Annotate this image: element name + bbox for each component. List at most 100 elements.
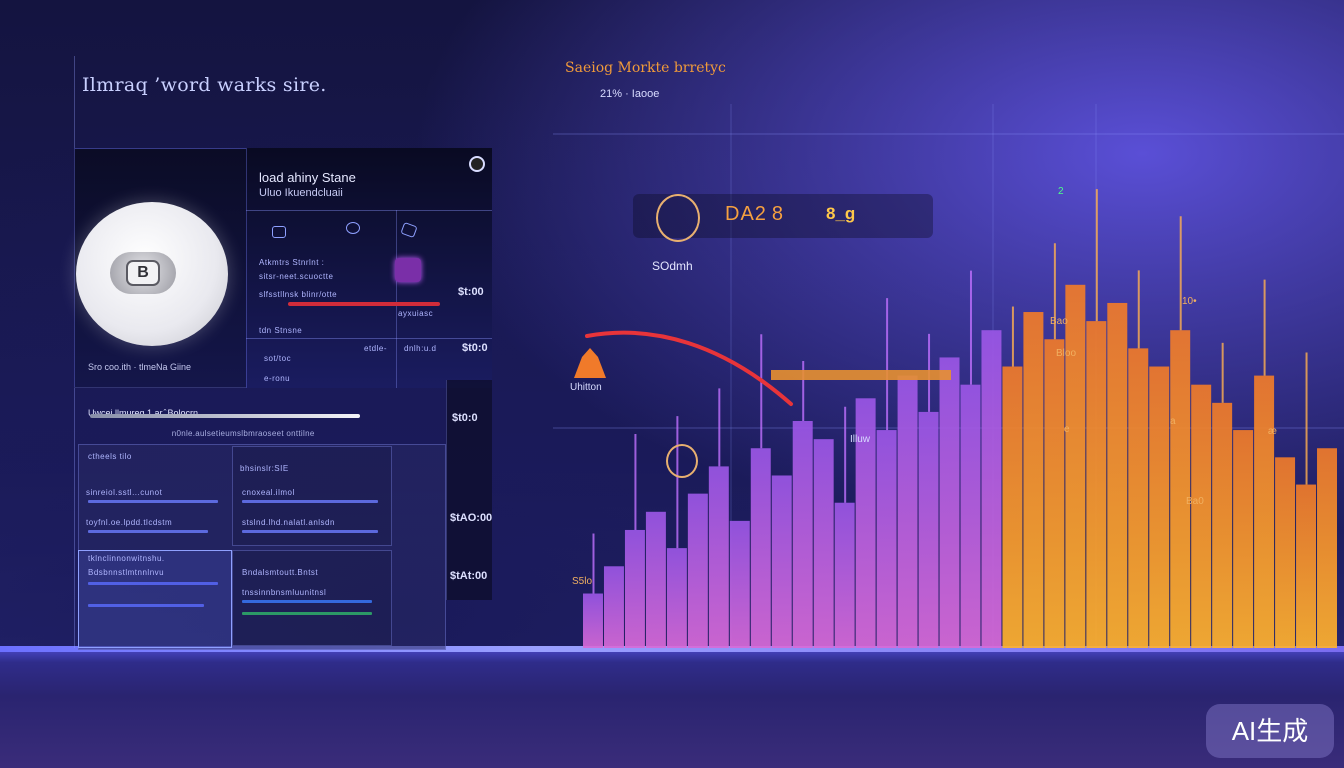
table-cell[interactable] <box>232 550 392 646</box>
metric-value-5: $tAt:00 <box>450 570 488 582</box>
chart-bar <box>876 430 897 648</box>
chart-bar <box>750 448 771 648</box>
metric-sub-value-5: e-ronu <box>264 374 291 383</box>
metric-value-3: $t0:0 <box>452 412 478 424</box>
chart-bar <box>1002 366 1023 648</box>
table-cell-line: stslnd.lhd.nalatl.anlsdn <box>242 518 335 527</box>
slider-sub: n0nle.aulsetieumslbmraoseet onttilne <box>165 429 315 438</box>
chart-annotation: 10• <box>1182 296 1197 307</box>
value-column <box>446 380 492 600</box>
chart-annotation: e <box>1064 424 1070 435</box>
metric-row1-label: Atkmtrs Stnrlnt : <box>259 258 325 267</box>
chart-annotation: Illuw <box>850 434 871 445</box>
profile-name: load ahiny Stane <box>259 170 356 185</box>
row-stripe <box>242 600 372 603</box>
trend-line <box>585 330 793 406</box>
chart-title: Saeiog Morkte brretyc <box>565 60 726 76</box>
metric-value-4: $tAO:00 <box>450 512 493 524</box>
row-stripe <box>88 582 218 585</box>
market-chart <box>553 104 1344 648</box>
edit-icon[interactable] <box>272 226 286 238</box>
chart-bar <box>1317 448 1337 648</box>
chart-bar <box>1023 312 1044 648</box>
table-cell-title: Bndalsmtoutt.Bntst <box>242 568 319 577</box>
avatar-letter: B <box>126 260 160 286</box>
chart-annotation: 2 <box>1058 186 1064 197</box>
row-stripe <box>88 604 204 607</box>
metric-row3-label: slfsstllnsk blinr/otte <box>259 290 338 299</box>
table-cell-selected[interactable] <box>78 550 232 648</box>
camera-icon[interactable] <box>469 156 485 172</box>
chart-bar <box>939 357 960 648</box>
divider <box>246 338 492 339</box>
table-cell-title: bhsinslr:SIE <box>240 464 289 473</box>
chart-bar <box>834 502 855 648</box>
row-stripe <box>88 530 208 533</box>
chart-annotation: Ba0 <box>1186 496 1204 507</box>
chart-bar <box>897 375 918 648</box>
divider-vertical <box>396 210 397 388</box>
metric-sub-value-1: ayxuiasc <box>398 309 434 318</box>
globe-icon[interactable] <box>346 222 360 234</box>
row-stripe <box>242 530 378 533</box>
metric-row4-label: tdn Stnsne <box>259 326 303 335</box>
chart-bar <box>645 511 666 648</box>
profile-subtitle: Uluo Ikuendcluaii <box>259 187 343 199</box>
chart-bar <box>855 398 876 648</box>
divider <box>246 210 492 211</box>
chart-bar <box>729 520 750 648</box>
chart-annotation: æ <box>1268 426 1277 437</box>
table-cell-title: tklnclinnonwitnshu. <box>88 554 165 563</box>
chart-bar <box>1170 330 1191 648</box>
chart-annotation: S5lo <box>572 576 593 587</box>
data-table <box>78 444 446 650</box>
slider[interactable] <box>90 414 360 418</box>
chart-bar <box>1191 384 1212 648</box>
chart-bar <box>708 466 729 648</box>
chart-bar <box>1065 284 1086 648</box>
chart-bar <box>1107 302 1128 648</box>
chart-bar <box>1212 402 1233 648</box>
kpi-label: DA2 8 <box>725 203 785 225</box>
alert-icon[interactable] <box>395 258 421 282</box>
chart-bar <box>1086 321 1107 648</box>
kpi-subtitle: SOdmh <box>652 259 693 273</box>
metric-sub-value-3: dnlh:u.d <box>404 344 437 353</box>
chart-bar <box>981 330 1002 648</box>
profile-caption: Sro coo.ith · tlmeNa Giine <box>88 362 192 372</box>
chart-bar <box>1149 366 1170 648</box>
kpi-backdrop <box>633 194 933 238</box>
chart-bar <box>624 529 645 648</box>
chart-bar <box>1296 484 1317 648</box>
metric-value-1: $t:00 <box>458 286 484 298</box>
avatar-badge: B <box>110 252 176 294</box>
chart-annotation: a <box>1170 416 1176 427</box>
chart-bar <box>813 439 834 648</box>
chart-annotation: Bao <box>1050 316 1068 327</box>
indicator-bar <box>771 370 951 380</box>
floor-glow <box>0 646 1344 652</box>
chart-subtitle: 21% · Iaooe <box>600 88 660 100</box>
chart-bar <box>1044 339 1065 648</box>
kpi-ring-icon <box>656 194 700 242</box>
metric-sub-value-4: sot/toc <box>264 354 292 363</box>
marker-ring-icon <box>666 444 698 478</box>
watermark: AI生成 <box>1206 704 1334 758</box>
chart-bar <box>666 548 687 648</box>
table-cell-title: ctheels tilo <box>88 452 132 461</box>
progress-bar <box>288 302 440 306</box>
table-cell[interactable] <box>232 446 392 546</box>
chart-bar <box>792 421 813 648</box>
chart-bar <box>687 493 708 648</box>
table-cell-line: sinreiol.sstl...cunot <box>86 488 163 497</box>
chart-bar <box>1254 375 1275 648</box>
row-stripe <box>242 500 378 503</box>
kpi-value: 8_g <box>826 204 856 223</box>
chart-annotation: Bloo <box>1056 348 1077 359</box>
floor <box>0 648 1344 768</box>
chart-bar <box>918 411 939 648</box>
metrics-panel <box>246 148 492 388</box>
row-stripe <box>242 612 372 615</box>
row-stripe <box>88 500 218 503</box>
chart-bar <box>583 593 603 648</box>
